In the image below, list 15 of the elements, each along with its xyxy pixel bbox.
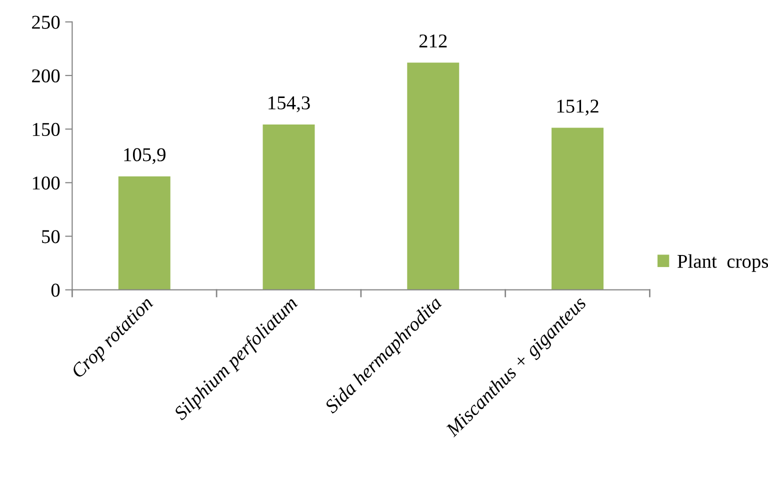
y-tick-label: 150 <box>32 122 60 136</box>
bar <box>262 124 315 290</box>
bar <box>118 176 170 290</box>
y-tick-label: 50 <box>42 230 60 244</box>
data-label: 105,9 <box>124 148 166 164</box>
data-label: 151,2 <box>557 100 598 116</box>
y-tick-label: 250 <box>32 16 60 29</box>
bar <box>407 62 460 290</box>
data-label: 212 <box>419 34 447 48</box>
bar <box>552 128 604 290</box>
y-tick-label: 200 <box>32 69 60 82</box>
legend-label: Plant crops <box>678 254 768 272</box>
data-label: 154,3 <box>268 96 310 112</box>
y-tick-label: 0 <box>51 284 60 297</box>
y-tick-label: 100 <box>32 176 60 190</box>
